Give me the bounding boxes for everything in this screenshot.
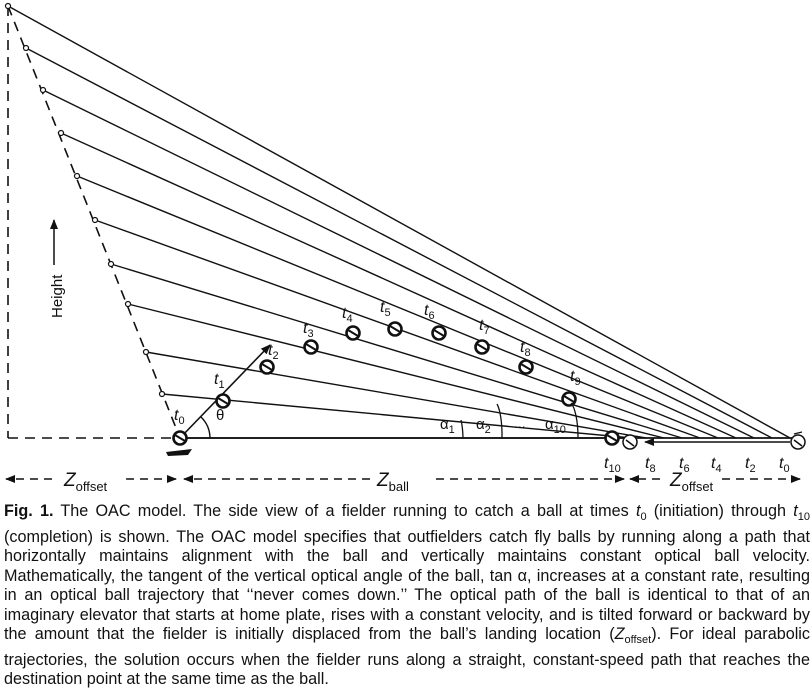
elevator-point [57, 129, 65, 137]
ball [387, 321, 403, 337]
ball-positions [172, 321, 620, 446]
sight-line [7, 5, 791, 439]
time-label: t9 [570, 368, 581, 388]
ball [259, 359, 275, 375]
ball [431, 325, 447, 341]
caption-t0-sub: 0 [640, 511, 647, 524]
tilted-elevator-dashed-line [7, 5, 181, 439]
caption-t10: t [793, 502, 798, 520]
fielder-start [790, 431, 806, 450]
caption-t0: t [635, 502, 641, 520]
theta-arc [200, 416, 211, 439]
ball [561, 391, 577, 407]
fielder-end [622, 434, 638, 450]
fielder-time-label: t6 [679, 455, 690, 475]
elevator-point [22, 44, 30, 52]
caption-text-2: (initiation) through [646, 502, 794, 520]
alpha-1-arc [460, 419, 464, 439]
caption-text-1: The OAC model. The side view of a fielde… [53, 502, 636, 520]
sight-line [60, 132, 737, 439]
ball [518, 359, 534, 375]
elevator-point [158, 390, 166, 398]
fielder-time-label: t2 [745, 455, 756, 475]
caption-text-4: ). For ideal parabolic trajectories, the… [4, 625, 810, 689]
home-plate [166, 449, 192, 456]
elevator-point [142, 348, 150, 356]
sight-line [161, 393, 633, 439]
ball [172, 430, 188, 446]
time-label: t8 [520, 339, 531, 359]
z-offset-left-label: Zoffset [63, 470, 108, 494]
z-offset-right-label: Zoffset [669, 470, 714, 494]
alpha-2-arc [496, 403, 503, 439]
time-label: t5 [380, 299, 391, 319]
ball [474, 339, 490, 355]
caption-label: Fig. 1. [4, 502, 54, 520]
oac-diagram: θ α1 α2 ... α10 t0 t1 t2 t3 t4 t5 t6 t7 t8 t9 t10… [4, 2, 806, 494]
ball [604, 430, 620, 446]
ball [303, 339, 319, 355]
alpha-10-label: α10 [545, 416, 566, 436]
fielder-time-label: t8 [645, 455, 656, 475]
elevator-point [124, 300, 132, 308]
time-labels: t0 t1 t2 t3 t4 t5 t6 t7 t8 t9 [174, 299, 581, 427]
time-label: t4 [342, 305, 353, 325]
time-label: t0 [174, 407, 185, 427]
elevator-point [4, 2, 12, 10]
elevator-point [73, 172, 81, 180]
caption-zoffset: Z [614, 625, 625, 644]
sight-lines [7, 5, 791, 439]
alpha-1-label: α1 [440, 416, 455, 436]
fielder-time-labels: t10 t8 t6 t4 t2 t0 [604, 455, 790, 475]
figure-caption: Fig. 1. The OAC model. The side view of … [4, 502, 810, 690]
elevator-point [39, 86, 47, 94]
sight-line [25, 47, 773, 439]
sight-line [110, 263, 683, 439]
sight-line [42, 89, 755, 439]
alpha-ellipsis: ... [514, 415, 526, 431]
sight-line [76, 175, 719, 439]
ball [345, 325, 361, 341]
z-ball-label: Zball [376, 470, 409, 494]
time-label: t1 [214, 371, 225, 391]
fielder-time-label: t0 [779, 455, 790, 475]
sight-line [127, 303, 665, 439]
fielder-time-label: t4 [711, 455, 722, 475]
alpha-10-arc [570, 402, 579, 439]
height-label: Height [49, 274, 66, 318]
caption-t10-sub: 10 [797, 511, 810, 524]
ball [215, 393, 231, 409]
theta-label: θ [216, 407, 224, 424]
elevator-points [4, 2, 166, 398]
alpha-2-label: α2 [476, 416, 491, 436]
launch-vector [179, 344, 271, 439]
elevator-point [91, 216, 99, 224]
caption-text-3: (completion) is shown. The OAC model spe… [4, 527, 810, 644]
caption-zoffset-sub: offset [624, 634, 652, 647]
elevator-point [107, 260, 115, 268]
fielder-time-label: t10 [604, 455, 621, 475]
time-label: t3 [303, 320, 314, 340]
time-label: t7 [479, 317, 490, 337]
time-label: t2 [268, 342, 279, 362]
time-label: t6 [424, 302, 435, 322]
sight-line [145, 351, 647, 439]
